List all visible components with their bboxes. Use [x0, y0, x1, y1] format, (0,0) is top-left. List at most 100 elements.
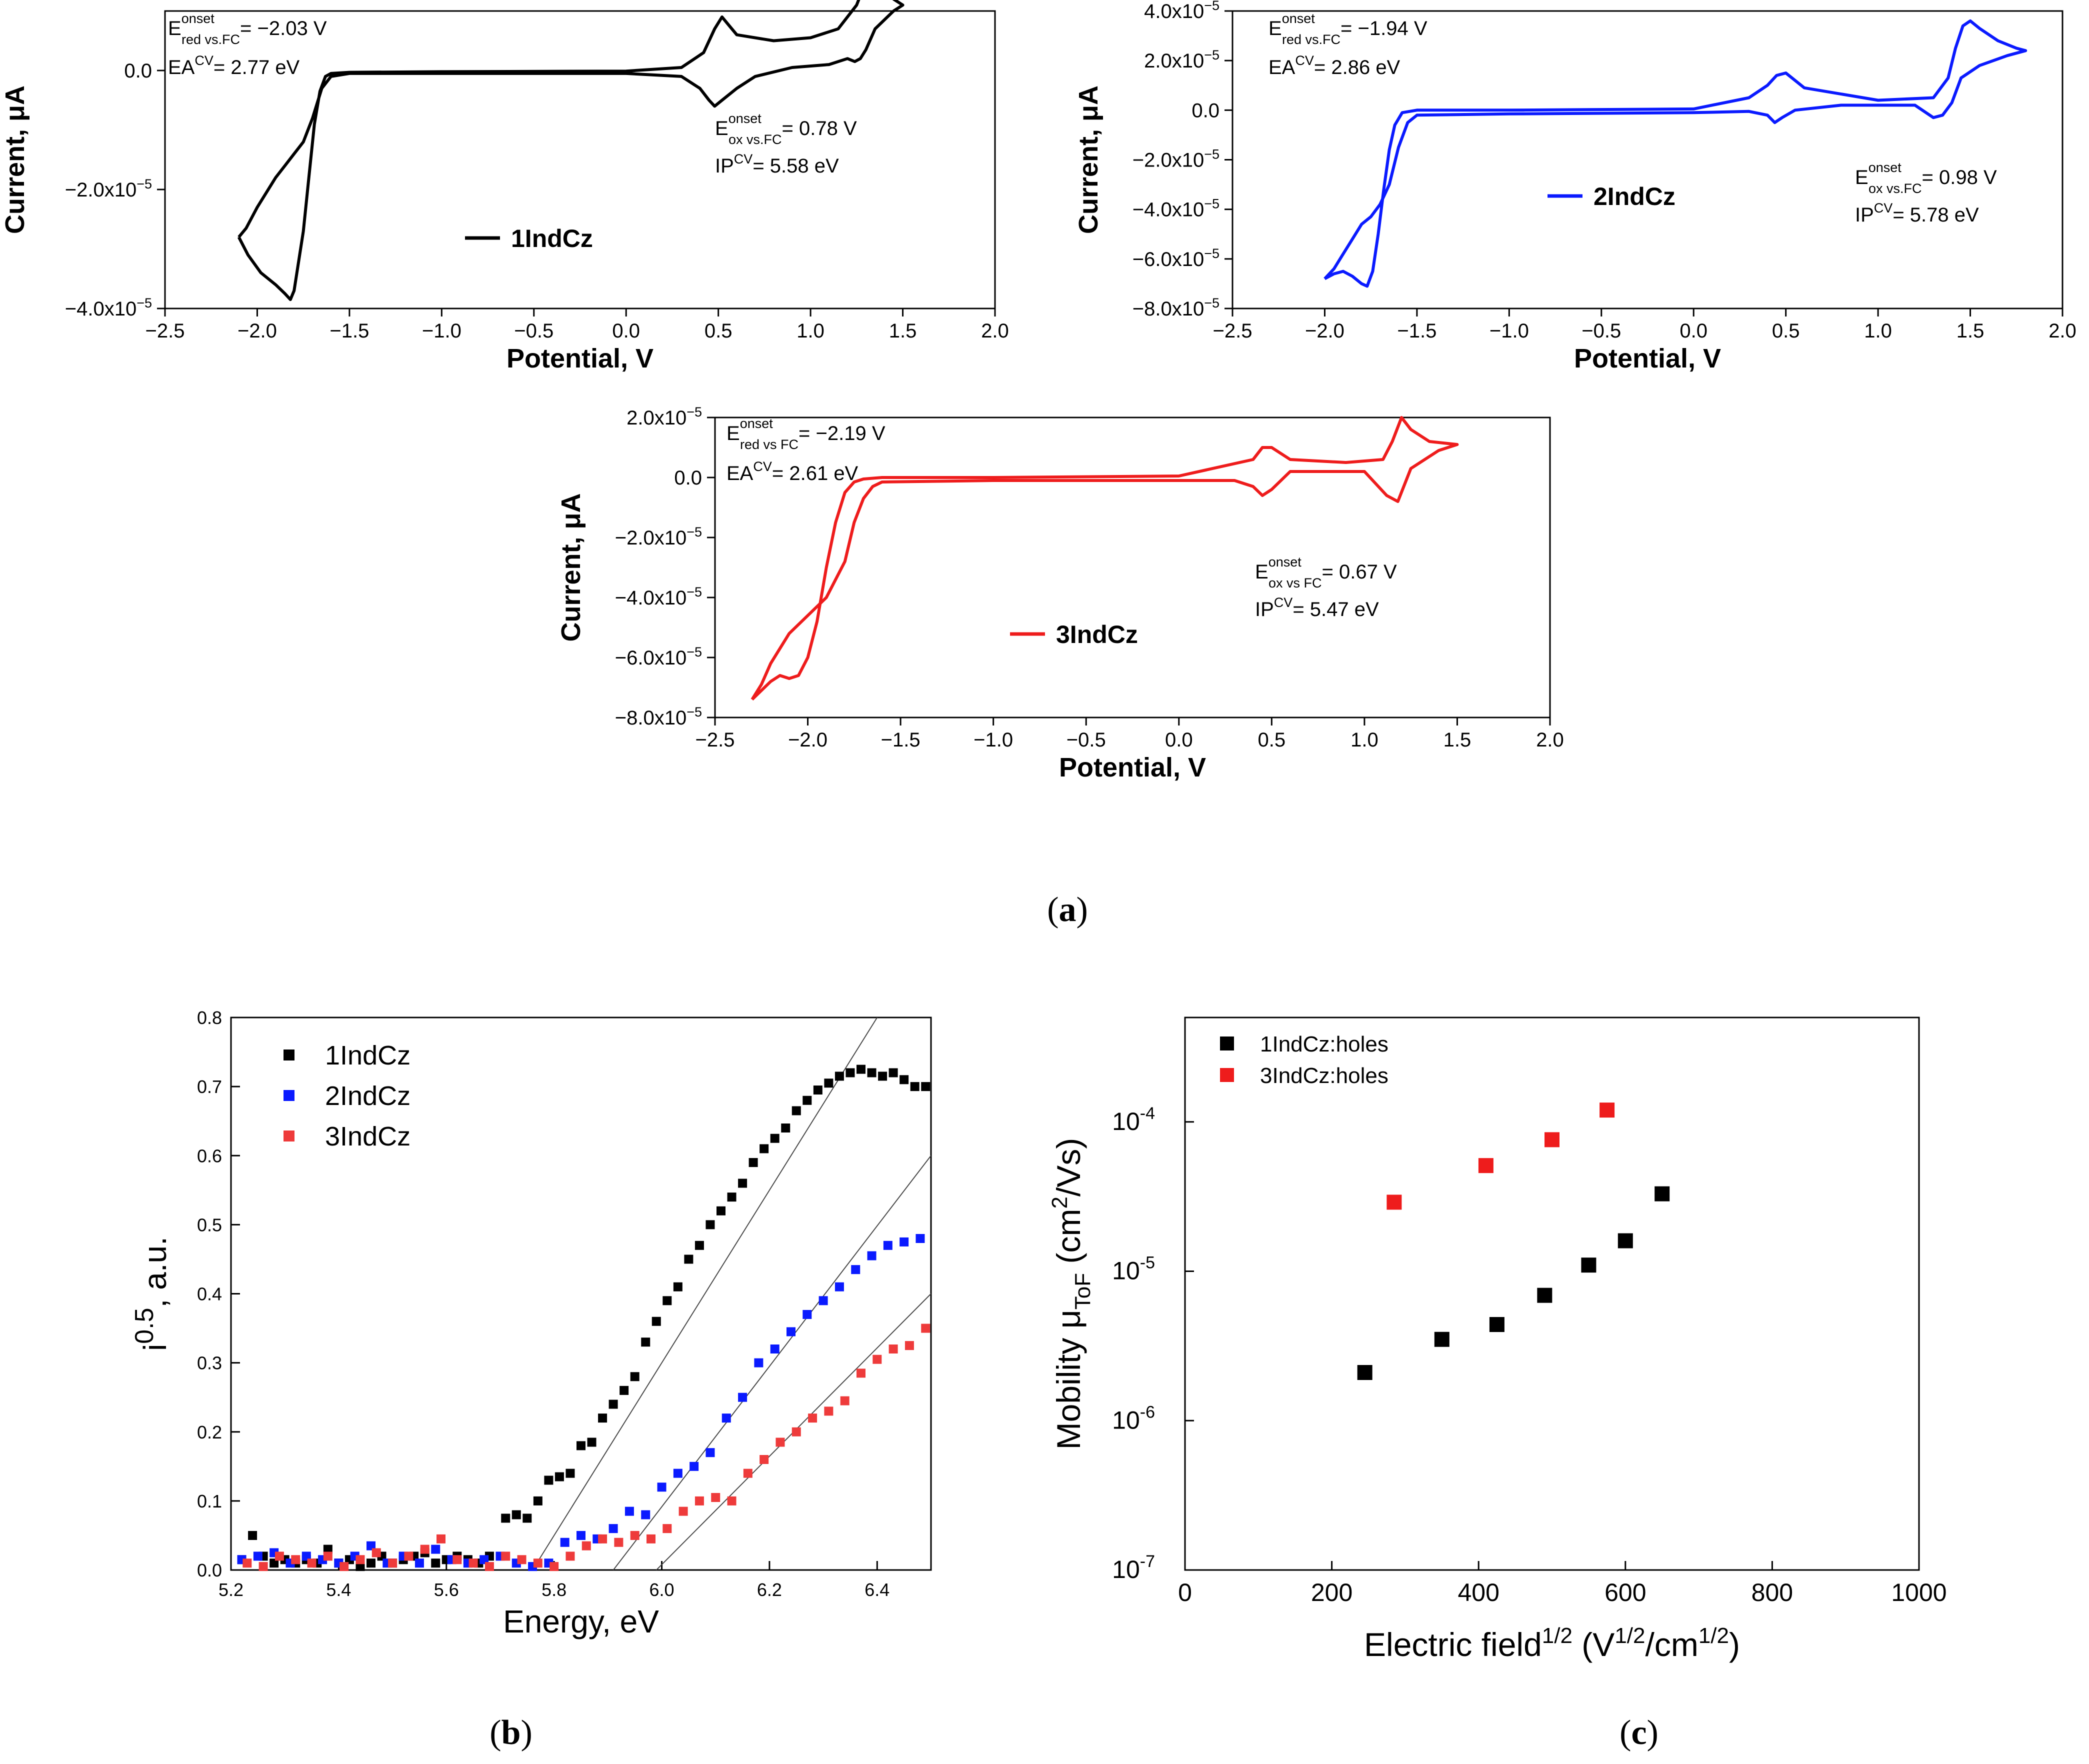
x-tick-label: 5.2	[218, 1580, 244, 1600]
data-point-1indcz	[878, 1072, 888, 1081]
data-point-1indcz	[748, 1158, 758, 1168]
legend-label: 1IndCz	[511, 224, 593, 252]
data-point-3indcz	[598, 1534, 608, 1544]
data-point-1indcz	[270, 1558, 279, 1568]
data-point-1indcz	[727, 1192, 736, 1202]
y-tick-label: 0.7	[197, 1076, 222, 1097]
x-tick-label: −2.5	[696, 729, 735, 751]
data-point-3indcz	[662, 1524, 672, 1534]
y-tick-label: −4.0x10−5	[65, 296, 152, 320]
annot-name: EA	[1268, 56, 1296, 78]
y-tick-label: 0.0	[1192, 100, 1220, 122]
data-point-1indcz	[684, 1254, 694, 1264]
y-tick-label: 0.6	[197, 1146, 222, 1166]
y-tick-mantissa: −8.0x10	[615, 707, 686, 729]
y-axis-label: Current, μA	[0, 86, 30, 234]
annot-e: E	[726, 422, 740, 444]
annotation-ea: EACV= 2.86 eV	[1268, 53, 1400, 78]
data-point-1indcz	[662, 1296, 672, 1306]
annot-sup: onset	[1868, 160, 1902, 175]
annotation-ip: IPCV= 5.47 eV	[1255, 595, 1379, 620]
data-point-1indcz	[533, 1496, 542, 1506]
y-tick-label: −6.0x10−5	[1132, 246, 1220, 270]
data-point-3indcz-holes	[1386, 1194, 1402, 1210]
data-point-2indcz	[851, 1265, 860, 1274]
y-tick-label: 0.0	[674, 467, 702, 489]
data-point-1indcz	[366, 1558, 376, 1568]
y-tick-label: −8.0x10−5	[1132, 296, 1220, 320]
legend-label: 3IndCz	[1056, 620, 1138, 648]
data-point-2indcz	[867, 1251, 876, 1260]
data-point-1indcz	[431, 1558, 440, 1568]
y-label-end: /Vs)	[1050, 1138, 1087, 1196]
data-point-3indcz	[356, 1555, 365, 1564]
data-point-1indcz	[856, 1064, 866, 1074]
data-point-2indcz	[641, 1510, 650, 1520]
x-tick-label: 200	[1311, 1578, 1352, 1606]
data-point-2indcz	[706, 1448, 715, 1458]
legend-swatch	[1220, 1036, 1234, 1050]
legend-label: 2IndCz	[1594, 182, 1676, 210]
legend-label: 1IndCz	[325, 1040, 410, 1070]
photoemission-plot: 5.2 5.4 5.6 5.8 6.0 6.2 6.4 0.0 0.1 0.2 0.3 0.4 0.5 0…	[130, 1008, 932, 1640]
data-point-1indcz-holes	[1537, 1288, 1552, 1303]
y-tick-base: 10	[1112, 1257, 1140, 1285]
data-point-3indcz	[258, 1562, 268, 1572]
plot-frame	[1184, 1016, 1920, 1571]
data-point-2indcz	[818, 1296, 828, 1306]
data-point-1indcz	[694, 1240, 704, 1250]
data-point-2indcz	[366, 1541, 376, 1550]
annot-sup: CV	[1295, 53, 1314, 68]
data-point-3indcz	[824, 1406, 834, 1416]
y-tick-base: 10	[1112, 1108, 1140, 1136]
annot-value: = 5.58 eV	[752, 155, 839, 177]
y-tick-mantissa: −8.0x10	[1132, 298, 1204, 320]
legend-label: 3IndCz	[325, 1122, 410, 1152]
y-axis-label: i0.5, a.u.	[130, 1236, 173, 1351]
data-point-3indcz	[340, 1562, 349, 1572]
annot-e: E	[715, 118, 728, 140]
annot-name: IP	[1255, 598, 1274, 620]
fit-line-2indcz	[612, 1155, 931, 1570]
y-tick-exponent: −5	[1204, 296, 1220, 310]
data-point-1indcz	[598, 1414, 608, 1423]
y-tick-exponent: −5	[686, 704, 702, 720]
data-point-1indcz	[834, 1072, 844, 1081]
annotation-red-onset: Eonset red vs FC= −2.19 V	[726, 416, 886, 452]
x-label-end: )	[1729, 1626, 1740, 1663]
x-tick-label: −1.5	[330, 320, 369, 342]
data-point-3indcz-holes	[1544, 1132, 1560, 1148]
y-tick-exponent: −5	[136, 296, 152, 310]
legend-swatch	[1220, 1068, 1234, 1082]
data-point-3indcz	[776, 1438, 785, 1447]
annot-value: = −1.94 V	[1340, 18, 1428, 40]
data-point-2indcz	[608, 1524, 618, 1534]
data-point-3indcz	[566, 1552, 575, 1561]
annot-name: IP	[715, 155, 734, 177]
x-tick-label: 0.0	[1680, 320, 1708, 342]
x-axis-label: Electric field1/2 (V1/2/cm1/2)	[1364, 1624, 1740, 1663]
y-tick-mantissa: −4.0x10	[65, 298, 136, 320]
y-tick-mantissa: −2.0x10	[1132, 150, 1204, 172]
y-tick-label: 2.0x10−5	[1144, 48, 1220, 72]
annot-value: = −2.03 V	[240, 18, 327, 40]
x-tick-label: −1.5	[1397, 320, 1436, 342]
data-point-3indcz	[678, 1506, 688, 1516]
annot-name: EA	[726, 462, 754, 484]
x-tick-label: 1.0	[1350, 729, 1378, 751]
data-point-1indcz	[554, 1472, 564, 1482]
data-point-1indcz	[512, 1510, 521, 1520]
annotation-red-onset: Eonset red vs.FC= −2.03 V	[168, 11, 327, 47]
y-tick-label: 0.1	[197, 1491, 222, 1512]
y-tick-label: 0.5	[197, 1214, 222, 1235]
y-tick-base: 10	[1112, 1406, 1140, 1434]
annot-sup: onset	[728, 111, 762, 126]
annotation-red-onset: Eonset red vs.FC= −1.94 V	[1268, 11, 1428, 47]
data-point-3indcz	[436, 1534, 446, 1544]
data-point-3indcz	[468, 1558, 478, 1568]
y-tick-mantissa: 2.0x10	[626, 407, 686, 429]
annot-e: E	[1855, 166, 1868, 188]
data-point-3indcz-holes	[1478, 1158, 1494, 1174]
annot-sub: ox vs.FC	[728, 132, 782, 147]
data-point-2indcz	[690, 1462, 699, 1471]
